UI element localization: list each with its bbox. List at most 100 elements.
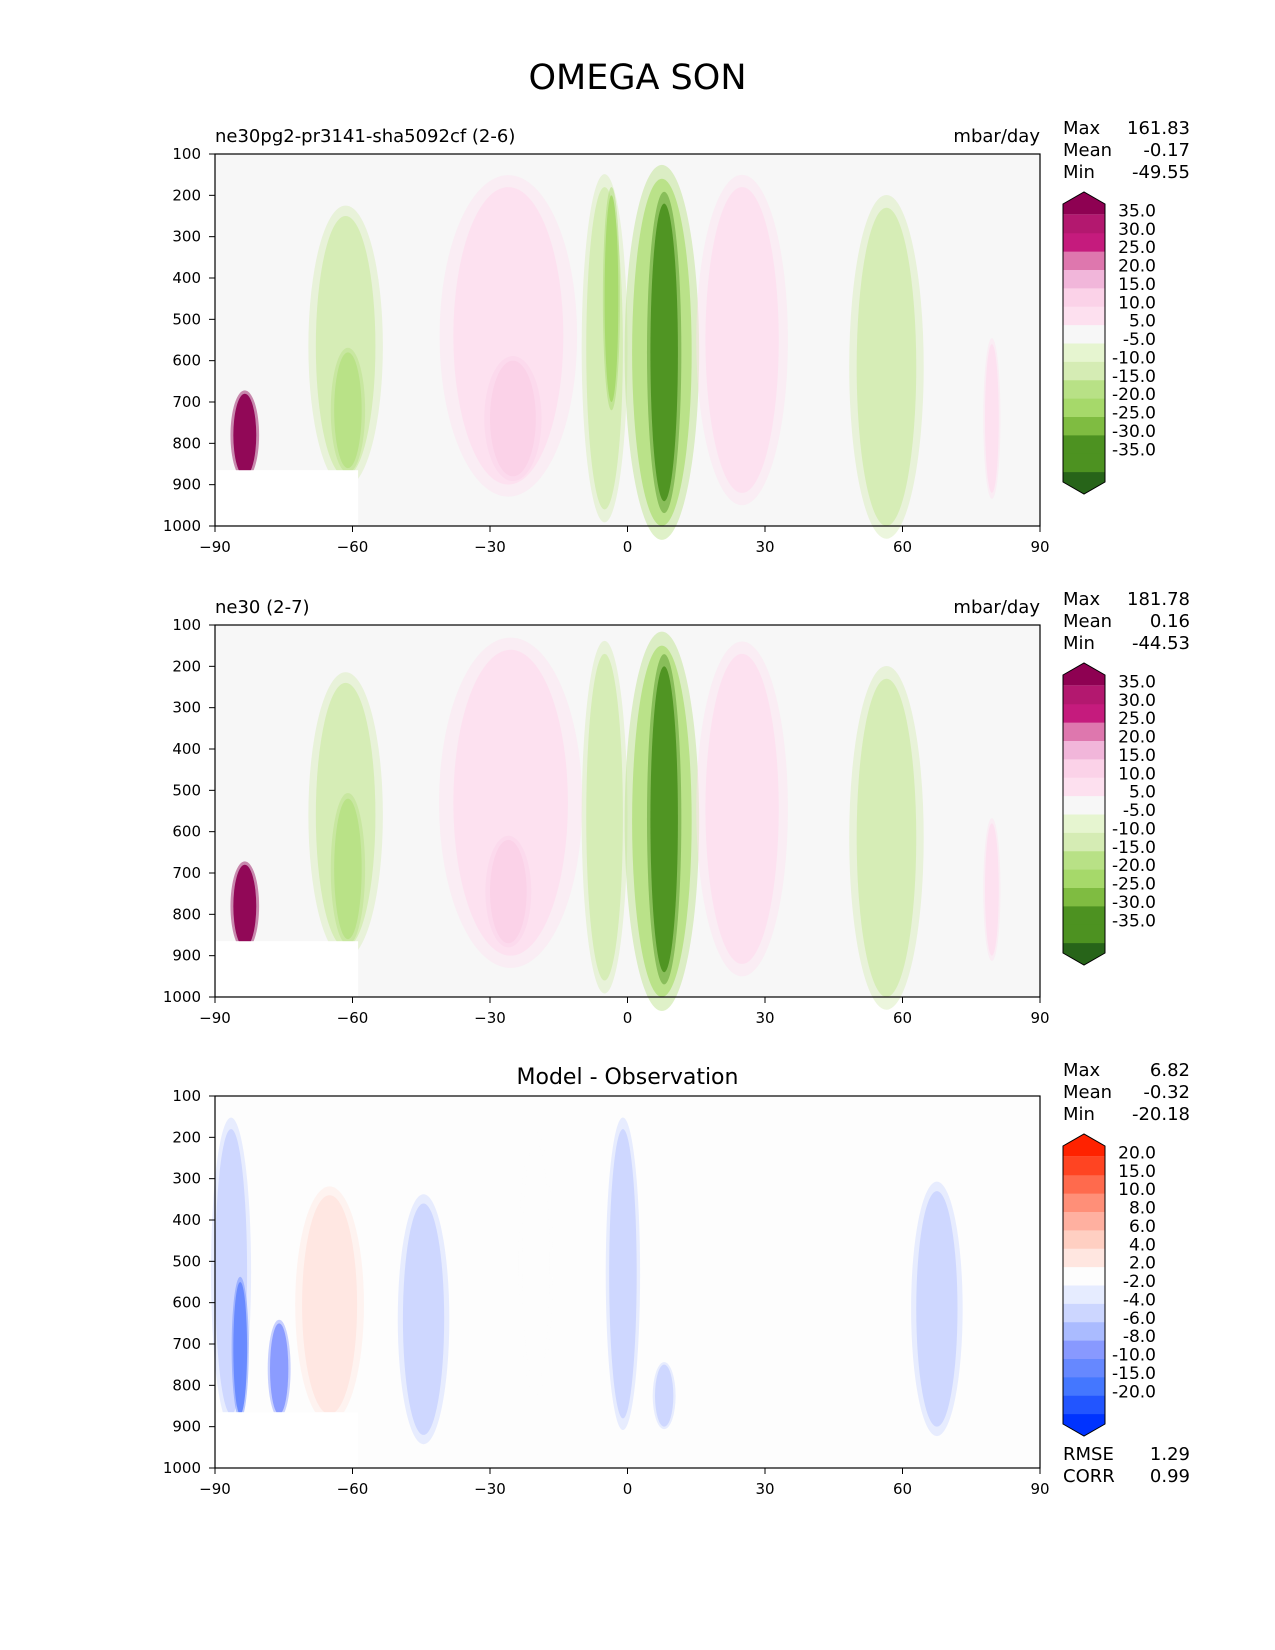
contour-region [655,1364,674,1427]
x-tick-label: −90 [199,1480,231,1498]
colorbar-segment [1063,1285,1105,1304]
contour-region [233,393,257,477]
colorbar-extend-bottom [1063,942,1105,965]
colorbar-tick-label: 6.0 [1129,1217,1156,1237]
contour-region [856,207,917,526]
colorbar-segment [1063,1395,1105,1415]
colorbar-extend-bottom [1063,1413,1105,1436]
y-tick-label: 700 [172,1335,201,1353]
colorbar-tick-label: 20.0 [1118,257,1156,277]
colorbar-tick-label: -4.0 [1123,1290,1156,1310]
colorbar-tick-label: -25.0 [1112,404,1156,424]
contour-region [705,653,779,964]
colorbar-segment [1063,398,1105,417]
colorbar-tick-label: 10.0 [1118,293,1156,313]
x-tick-label: 0 [623,538,633,556]
stat-label: Min [1063,633,1095,654]
colorbar-segment [1063,703,1105,723]
colorbar-extend-top [1063,1134,1105,1157]
contour-region [650,203,678,502]
y-tick-label: 300 [172,699,201,717]
panel-units: mbar/day [953,597,1040,618]
y-tick-label: 1000 [163,517,201,535]
colorbar-segment [1063,287,1105,307]
colorbar-tick-label: 15.0 [1118,275,1156,295]
colorbar-tick-label: -8.0 [1123,1327,1156,1347]
contour-halo [624,164,700,540]
bottom-stat-value: 1.29 [1150,1444,1190,1465]
colorbar-extend-bottom [1063,471,1105,494]
colorbar-tick-label: 30.0 [1118,220,1156,240]
contour-region [453,187,564,485]
contour-halo [308,205,383,487]
x-tick-label: 0 [623,1009,633,1027]
colorbar-segment [1063,306,1105,326]
colorbar-tick-label: -25.0 [1112,875,1156,895]
colorbar-outline [1062,662,1106,966]
colorbar-extend-top [1063,663,1105,686]
plot-frame [214,624,1041,998]
colorbar-segment [1063,269,1105,289]
colorbar-tick-label: 10.0 [1118,1180,1156,1200]
x-tick-label: 60 [893,1480,912,1498]
y-tick-label: 500 [172,310,201,328]
colorbar-segment [1063,1156,1105,1176]
contour-region [705,187,779,493]
contour-region [985,823,999,956]
contour-region [856,678,917,997]
panel-title-center: Model - Observation [517,1065,739,1090]
colorbar-segment [1063,1321,1105,1341]
colorbar-tick-label: -10.0 [1112,819,1156,839]
colorbar-segment [1063,905,1105,925]
colorbar-segment [1063,324,1105,344]
contour-region [586,653,623,981]
contour-region [985,344,999,493]
bottom-stat-value: 0.99 [1150,1466,1190,1487]
colorbar-segment [1063,722,1105,741]
colorbar-segment [1063,361,1105,381]
colorbar-segment [1063,1340,1105,1359]
colorbar-segment [1063,777,1105,797]
contour-halo [605,1117,641,1430]
y-tick-label: 100 [172,1087,201,1105]
y-tick-label: 1000 [163,1459,201,1477]
y-tick-label: 600 [172,823,201,841]
contour-region [586,187,623,510]
colorbar-tick-label: -35.0 [1112,440,1156,460]
contour-region [650,666,678,973]
stat-value: 6.82 [1150,1060,1190,1081]
colorbar-segment [1063,1303,1105,1323]
contour-halo [485,835,532,948]
panel-title-left: ne30 (2-7) [215,597,310,618]
colorbar-segment [1063,1376,1105,1396]
colorbar-outline [1062,191,1106,495]
contour-region [609,1129,637,1419]
x-tick-label: −30 [474,1009,506,1027]
bottom-stat-label: CORR [1063,1466,1115,1487]
x-tick-label: 90 [1030,1480,1049,1498]
contour-halo [849,195,924,539]
colorbar-segment [1063,814,1105,833]
x-tick-label: −30 [474,1480,506,1498]
colorbar-segment [1063,1229,1105,1249]
contour-region [302,1195,358,1415]
x-tick-label: 60 [893,1009,912,1027]
colorbar-segment [1063,214,1105,234]
x-tick-label: −60 [337,1009,369,1027]
y-tick-label: 500 [172,781,201,799]
colorbar-segment [1063,379,1105,399]
colorbar-segment [1063,887,1105,907]
x-tick-label: 30 [755,1480,774,1498]
colorbar-tick-label: -6.0 [1123,1309,1156,1329]
x-tick-label: −90 [199,538,231,556]
y-tick-label: 100 [172,145,201,163]
contour-region [334,798,362,940]
contour-halo [397,1194,450,1445]
contour-region [315,682,376,948]
contour-halo [308,672,383,958]
contour-halo [911,1181,963,1437]
contour-halo [624,631,700,1012]
contour-region [916,1191,958,1427]
contour-region [522,1141,550,1386]
